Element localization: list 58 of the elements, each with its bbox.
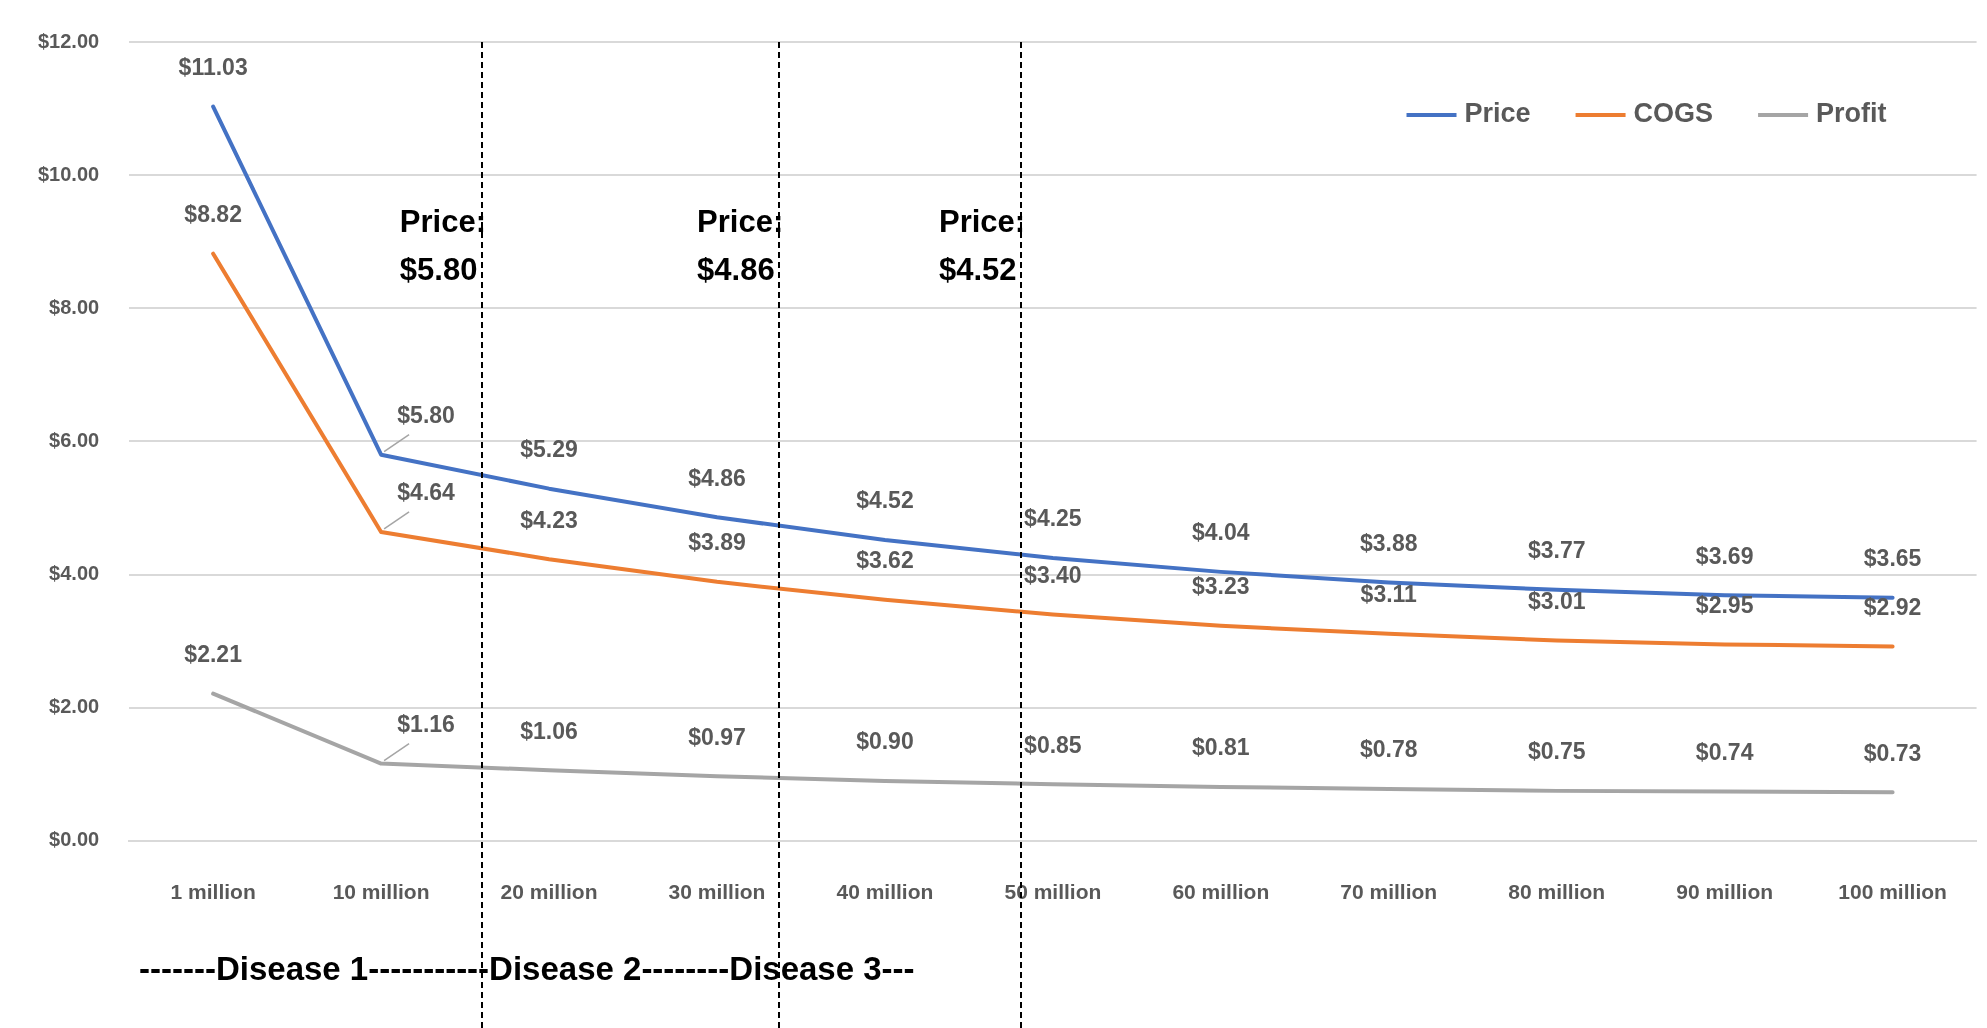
data-label: $0.81 xyxy=(1192,734,1250,761)
data-label: $5.80 xyxy=(397,402,455,429)
data-label: $3.89 xyxy=(688,529,746,556)
y-tick-label: $12.00 xyxy=(38,29,100,52)
data-label: $0.85 xyxy=(1024,731,1082,758)
text: -------Disease 1-----------Disease 2--------Disease 3--- xyxy=(139,950,915,988)
data-label: $3.62 xyxy=(856,547,914,574)
data-label: $3.01 xyxy=(1527,587,1586,614)
data-label: $4.64 xyxy=(397,479,456,506)
annotation: Price: $4.52 xyxy=(938,203,1026,289)
y-tick-label: $0.00 xyxy=(49,828,100,851)
annotation: Price: $5.80 xyxy=(399,203,487,289)
data-label: $3.69 xyxy=(1695,542,1754,569)
legend-label: COGS xyxy=(1633,98,1714,129)
data-label: $0.90 xyxy=(856,728,914,755)
data-label: $2.95 xyxy=(1695,591,1754,618)
data-label: $0.97 xyxy=(688,723,746,750)
x-tick-label: 90 million xyxy=(1676,880,1774,904)
data-label: $3.88 xyxy=(1359,529,1418,556)
data-label: $4.04 xyxy=(1192,519,1250,546)
data-label: $4.25 xyxy=(1024,505,1082,532)
x-tick-label: 80 million xyxy=(1508,880,1606,904)
data-label: $2.21 xyxy=(184,641,243,668)
legend-label: Price xyxy=(1464,98,1531,129)
data-label: $0.78 xyxy=(1359,736,1418,763)
data-label: $4.52 xyxy=(856,487,914,514)
x-tick-label: 1 million xyxy=(170,880,256,904)
x-tick-label: 60 million xyxy=(1172,880,1270,904)
y-tick-label: $6.00 xyxy=(49,428,100,451)
data-label: $3.65 xyxy=(1863,545,1922,572)
data-label: $2.92 xyxy=(1863,593,1922,620)
data-label: $3.23 xyxy=(1192,573,1250,600)
data-label: $11.03 xyxy=(178,53,248,80)
data-label: $4.23 xyxy=(520,506,578,533)
x-tick-label: 100 million xyxy=(1838,880,1947,904)
data-label: $1.06 xyxy=(520,717,578,744)
data-label: $3.11 xyxy=(1360,581,1418,608)
x-tick-label: 40 million xyxy=(836,880,934,904)
annotation: Price: $4.86 xyxy=(697,203,784,289)
x-tick-label: 50 million xyxy=(1004,880,1102,904)
legend-label: Profit xyxy=(1816,98,1887,129)
data-label: $4.86 xyxy=(688,464,746,491)
data-label: $0.74 xyxy=(1695,738,1754,765)
data-label: $5.29 xyxy=(520,436,578,463)
x-tick-label: 30 million xyxy=(668,880,766,904)
data-label: $3.40 xyxy=(1024,561,1082,588)
data-label: $0.75 xyxy=(1527,738,1586,765)
y-tick-label: $4.00 xyxy=(49,562,100,585)
data-label: $8.82 xyxy=(184,201,242,228)
data-label: $3.77 xyxy=(1527,537,1586,564)
y-tick-label: $8.00 xyxy=(49,295,100,318)
data-label: $0.73 xyxy=(1863,739,1922,766)
y-tick-label: $2.00 xyxy=(49,695,100,718)
x-tick-label: 70 million xyxy=(1340,880,1438,904)
x-tick-label: 20 million xyxy=(500,880,598,904)
data-label: $1.16 xyxy=(397,710,455,737)
x-tick-label: 10 million xyxy=(332,880,430,904)
y-tick-label: $10.00 xyxy=(38,162,100,185)
